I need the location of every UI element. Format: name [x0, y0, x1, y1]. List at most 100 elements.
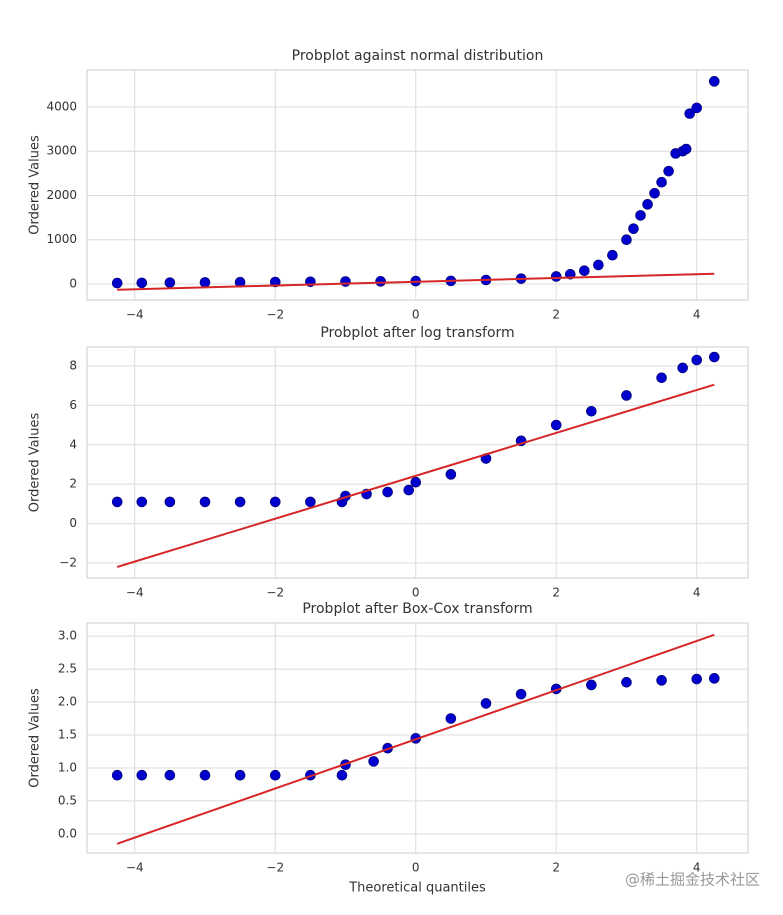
x-tick-label: −2 [266, 586, 284, 600]
y-tick-label: 0.5 [58, 793, 77, 807]
x-tick-label: 2 [552, 586, 560, 600]
data-point [691, 354, 703, 366]
x-tick-label: 0 [412, 861, 420, 875]
data-point [621, 390, 632, 401]
data-point [340, 276, 351, 287]
y-tick-label: 4000 [46, 99, 77, 113]
data-point [111, 496, 123, 508]
x-tick-label: 2 [552, 308, 560, 322]
y-tick-label: 8 [69, 358, 77, 372]
data-point [445, 713, 457, 724]
data-point [515, 688, 527, 700]
data-point [305, 496, 316, 508]
data-point [136, 496, 148, 508]
data-point [199, 496, 211, 508]
y-tick-label: 0.0 [58, 826, 77, 840]
y-tick-label: 2000 [46, 188, 77, 202]
y-tick-label: 4 [69, 437, 77, 451]
x-tick-label: −4 [126, 861, 144, 875]
x-tick-label: 0 [412, 586, 420, 600]
data-point [403, 484, 415, 496]
data-point [628, 223, 639, 234]
data-point [136, 277, 148, 289]
y-tick-label: 1.0 [58, 760, 77, 774]
data-point [164, 277, 176, 288]
data-point [642, 199, 653, 210]
y-tick-label: 0 [69, 516, 77, 530]
data-point [164, 769, 176, 781]
x-tick-label: −4 [126, 586, 144, 600]
data-point [586, 679, 597, 691]
x-tick-label: −2 [266, 308, 284, 322]
data-point [684, 108, 695, 119]
data-point [336, 769, 348, 781]
data-point [621, 677, 632, 688]
data-point [111, 277, 123, 289]
x-tick-label: −4 [126, 308, 144, 322]
y-tick-label: 2.5 [58, 662, 77, 676]
plot-area [86, 346, 749, 579]
y-tick-label: 3000 [46, 144, 77, 158]
data-point [656, 372, 667, 384]
data-point [691, 673, 703, 685]
y-tick-label: 3.0 [58, 629, 77, 643]
data-point [691, 102, 703, 114]
chart-title: Probplot after log transform [320, 325, 514, 341]
y-tick-label: 0 [69, 276, 77, 290]
data-point [269, 496, 281, 508]
y-axis-label: Ordered Values [28, 413, 43, 513]
data-point [136, 769, 148, 781]
data-point [375, 276, 386, 287]
data-point [480, 698, 492, 709]
x-tick-label: 4 [693, 308, 701, 322]
data-point [656, 176, 667, 188]
data-point [708, 351, 720, 363]
x-tick-label: 4 [693, 586, 701, 600]
data-point [621, 234, 632, 246]
data-point [593, 259, 604, 271]
data-point [708, 76, 720, 87]
y-tick-label: 2.0 [58, 695, 77, 709]
data-point [234, 496, 246, 508]
data-point [234, 769, 246, 781]
x-tick-label: 0 [412, 308, 420, 322]
data-point [111, 769, 123, 781]
data-point [635, 210, 646, 221]
y-tick-label: 1.5 [58, 728, 77, 742]
fit-line [117, 272, 715, 291]
x-tick-label: −2 [266, 861, 284, 875]
y-axis-label: Ordered Values [28, 688, 43, 788]
data-point [199, 277, 211, 288]
data-point [656, 675, 667, 686]
data-point [586, 405, 597, 417]
data-point [607, 249, 618, 261]
y-axis-label: Ordered Values [28, 135, 43, 235]
fit-line [116, 633, 715, 845]
data-point [680, 143, 692, 155]
data-point [199, 769, 211, 781]
y-tick-label: 1000 [46, 232, 77, 246]
data-point [445, 469, 457, 480]
data-point [410, 476, 422, 488]
watermark: @稀土掘金技术社区 [625, 871, 760, 889]
data-point [164, 496, 176, 508]
data-point [368, 756, 379, 767]
data-point [677, 362, 688, 374]
x-tick-label: 4 [693, 861, 701, 875]
y-tick-label: −2 [59, 556, 77, 570]
data-point [550, 271, 562, 282]
data-point [550, 419, 562, 431]
plot-area [86, 69, 749, 301]
data-point [708, 673, 720, 684]
fit-line [116, 383, 715, 568]
data-point [382, 486, 393, 498]
data-point [663, 165, 674, 177]
data-point [579, 265, 590, 277]
x-tick-label: 2 [552, 861, 560, 875]
data-point [649, 187, 660, 199]
y-tick-label: 6 [69, 398, 77, 412]
x-axis-label: Theoretical quantiles [348, 881, 486, 896]
y-tick-label: 2 [69, 477, 77, 491]
chart-title: Probplot after Box-Cox transform [302, 601, 532, 617]
